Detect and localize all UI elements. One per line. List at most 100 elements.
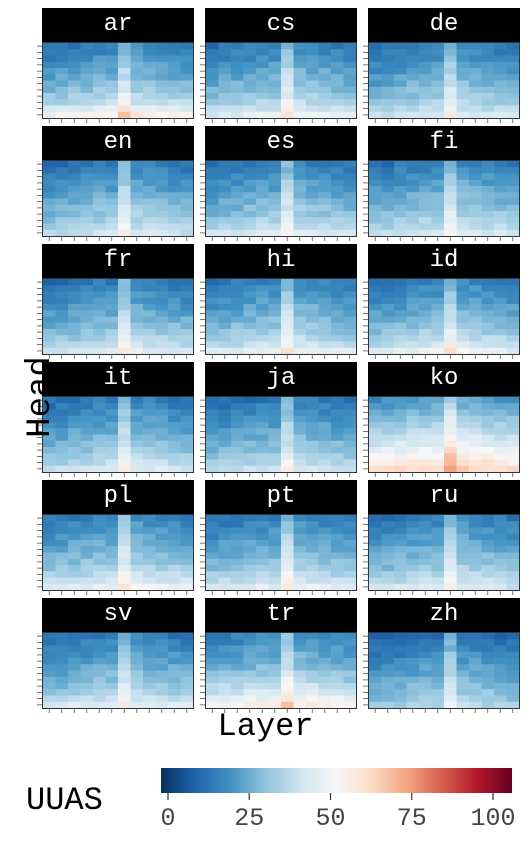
heatmap-cell	[331, 198, 344, 206]
heatmap-cell	[494, 415, 507, 423]
heatmap-cell	[130, 341, 144, 349]
heatmap-cell	[268, 645, 282, 653]
heatmap-cell	[143, 223, 156, 231]
heatmap-cell	[419, 80, 432, 88]
heatmap-cell	[431, 55, 445, 63]
heatmap-cell	[444, 577, 457, 585]
heatmap-cell	[293, 459, 307, 467]
heatmap-cell	[431, 297, 445, 305]
layer-ticks	[48, 708, 188, 713]
heatmap-cell	[243, 670, 257, 678]
heatmap-cell	[80, 440, 94, 448]
heatmap-cell	[118, 105, 131, 113]
heatmap-cell	[469, 347, 482, 354]
heatmap-cell	[456, 664, 470, 671]
heatmap-cell	[419, 198, 432, 206]
heatmap-cell	[256, 55, 269, 63]
heatmap-cell	[256, 93, 269, 100]
heatmap-cell	[155, 583, 169, 590]
heatmap-cell	[369, 683, 382, 690]
heatmap-cell	[243, 217, 257, 224]
heatmap-cell	[306, 173, 319, 181]
heatmap-cell	[506, 55, 519, 63]
facet-es: es	[200, 126, 357, 241]
heatmap-cell	[93, 186, 106, 193]
heatmap-cell	[80, 565, 94, 572]
heatmap-cell	[469, 316, 482, 324]
heatmap-cell	[231, 434, 244, 442]
heatmap-cell	[256, 304, 269, 311]
heatmap-cell	[43, 440, 56, 448]
heatmap-cell	[318, 161, 332, 168]
heatmap-cell	[218, 99, 232, 106]
heatmap-cell	[55, 521, 69, 528]
heatmap-cell	[419, 68, 432, 75]
heatmap-cell	[268, 161, 282, 168]
heatmap-cell	[55, 415, 69, 423]
heatmap-cell	[130, 571, 144, 578]
heatmap-cell	[268, 204, 282, 212]
heatmap-cell	[394, 689, 407, 696]
heatmap-cell	[494, 639, 507, 646]
facet-ko: ko	[363, 362, 520, 477]
heatmap-cell	[293, 198, 307, 206]
heatmap-cell	[494, 577, 507, 585]
heatmap-cell	[419, 43, 432, 50]
heatmap-cell	[331, 558, 344, 566]
heatmap-cell	[469, 633, 482, 640]
heatmap-cell	[143, 422, 156, 429]
heatmap-cell	[494, 217, 507, 224]
heatmap-cell	[406, 453, 420, 460]
heatmap-cell	[369, 527, 382, 535]
heatmap-cell	[343, 701, 356, 708]
heatmap-cell	[155, 173, 169, 181]
heatmap-cell	[231, 577, 244, 585]
heatmap-cell	[406, 695, 420, 703]
heatmap-cell	[218, 571, 232, 578]
heatmap-cell	[118, 422, 131, 429]
heatmap-cell	[143, 186, 156, 193]
heatmap-cell	[481, 61, 495, 69]
heatmap-cell	[143, 633, 156, 640]
heatmap-cell	[268, 192, 282, 199]
heatmap-cell	[105, 74, 119, 81]
heatmap-cell	[306, 341, 319, 349]
heatmap-cell	[281, 93, 294, 100]
heatmap-cell	[118, 322, 131, 330]
heatmap-cell	[369, 440, 382, 448]
facet-strip-label: pl	[42, 480, 194, 514]
heatmap-cell	[394, 322, 407, 330]
heatmap-cell	[68, 211, 81, 218]
heatmap-cell	[206, 74, 219, 81]
layer-ticks	[211, 472, 351, 477]
heatmap-cell	[180, 93, 193, 100]
heatmap-cell	[168, 304, 181, 311]
heatmap-cell	[143, 61, 156, 69]
heatmap-cell	[80, 533, 94, 541]
heatmap-cell	[494, 403, 507, 410]
heatmap-cell	[155, 217, 169, 224]
heatmap-cell	[494, 335, 507, 342]
heatmap-cell	[218, 68, 232, 75]
heatmap-cell	[331, 447, 344, 454]
heatmap-cell	[281, 55, 294, 63]
heatmap-cell	[331, 397, 344, 404]
heatmap-cell	[318, 291, 332, 299]
heatmap-cell	[243, 68, 257, 75]
heatmap-cell	[281, 316, 294, 324]
heatmap-cell	[80, 558, 94, 566]
heatmap-cell	[331, 93, 344, 100]
heatmap-cell	[68, 329, 81, 336]
heatmap-cell	[43, 701, 56, 708]
heatmap-cell	[506, 533, 519, 541]
heatmap-cell	[369, 329, 382, 336]
heatmap-cell	[369, 310, 382, 317]
heatmap-cell	[256, 316, 269, 324]
heatmap-cell	[180, 428, 193, 435]
layer-ticks	[48, 118, 188, 123]
heatmap-cell	[93, 459, 106, 467]
heatmap-cell	[343, 422, 356, 429]
heatmap-cell	[80, 204, 94, 212]
heatmap-cell	[406, 68, 420, 75]
heatmap-cell	[130, 68, 144, 75]
